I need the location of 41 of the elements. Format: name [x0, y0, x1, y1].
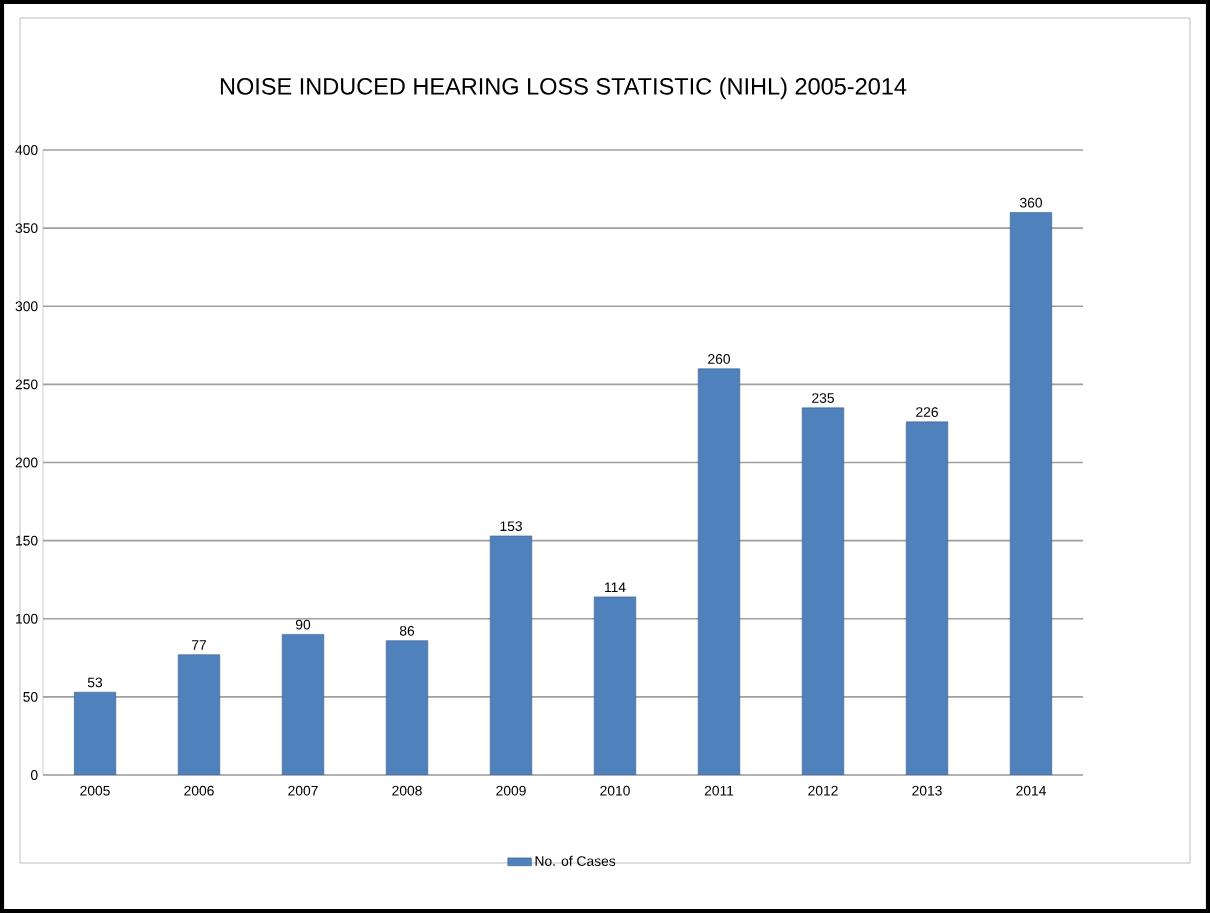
data-label: 86 — [399, 625, 415, 636]
data-label: 226 — [916, 407, 938, 417]
bar — [905, 421, 949, 775]
x-tick-label: 2010 — [600, 785, 630, 796]
x-tick-label: 2012 — [808, 785, 838, 796]
x-tick-label: 2008 — [392, 785, 422, 796]
x-tick-label: 2013 — [912, 785, 942, 796]
data-label: 90 — [295, 619, 311, 630]
data-label: 260 — [708, 354, 731, 364]
bar — [1009, 212, 1053, 775]
bar — [801, 407, 845, 775]
y-tick-label: 0 — [30, 770, 38, 780]
x-tick-label: 2014 — [1016, 785, 1046, 796]
x-tick-label: 2007 — [288, 785, 318, 796]
legend-label: No. of Cases — [535, 855, 616, 866]
bar — [281, 634, 325, 775]
bar — [593, 596, 637, 775]
y-tick-label: 100 — [16, 613, 38, 624]
x-tick-label: 2011 — [704, 785, 734, 796]
bar — [177, 654, 221, 775]
data-label: 360 — [1019, 197, 1043, 208]
data-label: 53 — [87, 677, 103, 688]
y-tick-label: 200 — [15, 457, 38, 468]
y-tick-label: 300 — [15, 301, 38, 312]
y-tick-label: 150 — [16, 535, 38, 546]
bar — [489, 535, 533, 775]
y-tick-label: 350 — [15, 223, 38, 234]
data-label: 77 — [192, 640, 207, 650]
bar — [385, 640, 429, 775]
bar — [73, 691, 117, 775]
chart-title: NOISE INDUCED HEARING LOSS STATISTIC (NIHL) 2005-2014 — [220, 77, 907, 100]
x-tick-label: 2005 — [80, 785, 110, 796]
y-tick-label: 250 — [15, 379, 38, 390]
x-tick-label: 2009 — [496, 785, 526, 796]
x-tick-label: 2006 — [184, 785, 214, 796]
data-label: 235 — [812, 393, 834, 403]
bar — [697, 368, 741, 775]
y-tick-label: 400 — [15, 145, 38, 155]
data-label: 114 — [605, 582, 626, 592]
data-label: 153 — [500, 521, 522, 532]
y-tick-label: 50 — [23, 691, 38, 702]
